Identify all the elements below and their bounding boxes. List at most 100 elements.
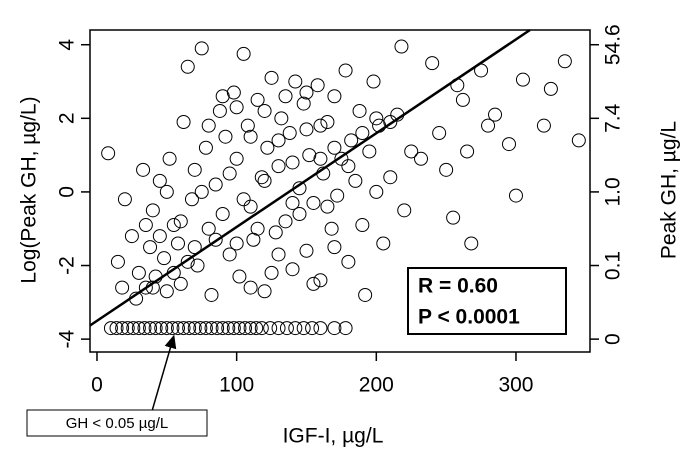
point (439, 162, 454, 177)
point (138, 280, 153, 295)
point (238, 321, 253, 336)
point (260, 140, 275, 155)
point (271, 247, 286, 262)
point (240, 118, 255, 133)
point (268, 225, 283, 240)
y-axis-label: Log(Peak GH, µg/L) (18, 96, 41, 283)
point (358, 287, 373, 302)
point (124, 229, 139, 244)
point (305, 321, 320, 336)
point (271, 159, 286, 174)
point (264, 70, 279, 85)
point (257, 103, 272, 118)
point (115, 321, 130, 336)
point (143, 240, 158, 255)
y-tick-label: 2 (56, 112, 79, 124)
point (508, 188, 523, 203)
point (341, 159, 356, 174)
point (306, 195, 321, 210)
point (173, 214, 188, 229)
point (536, 118, 551, 133)
point (243, 321, 258, 336)
point (226, 321, 241, 336)
point (226, 85, 241, 100)
point (501, 137, 516, 152)
point (299, 122, 314, 137)
y2-tick-label: 54.6 (602, 24, 625, 65)
point (215, 89, 230, 104)
point (215, 207, 230, 221)
point (215, 321, 230, 336)
point (306, 276, 321, 291)
point (263, 321, 278, 336)
point (204, 287, 219, 302)
point (229, 100, 244, 115)
point (310, 78, 325, 93)
point (515, 72, 530, 87)
point (376, 236, 391, 251)
annotation: GH < 0.05 µg/L (66, 415, 168, 432)
point (170, 321, 185, 336)
point (101, 146, 116, 161)
point (212, 103, 227, 118)
point (383, 170, 398, 185)
point (313, 118, 328, 133)
point (176, 115, 191, 129)
y-tick-label: -4 (56, 329, 79, 348)
point (557, 54, 572, 69)
point (176, 321, 191, 336)
point (352, 103, 367, 118)
point (254, 170, 269, 185)
point (109, 321, 124, 336)
point (229, 236, 244, 251)
point (285, 155, 300, 170)
point (193, 321, 208, 336)
point (327, 89, 342, 104)
point (204, 321, 219, 336)
point (152, 173, 167, 188)
point (571, 133, 586, 148)
point (143, 321, 158, 336)
point (162, 151, 177, 166)
point (274, 111, 289, 126)
point (194, 41, 209, 56)
x-axis-label: IGF-I, µg/L (283, 425, 384, 448)
y-tick-label: 4 (56, 39, 79, 51)
y-tick-label: -2 (56, 256, 79, 275)
point (362, 144, 377, 159)
y2-tick-label: 0.1 (602, 251, 625, 280)
point (218, 129, 233, 144)
point (257, 284, 272, 299)
point (198, 321, 213, 336)
x-tick-label: 200 (359, 374, 394, 397)
plot-frame (89, 29, 591, 353)
point (271, 133, 286, 148)
arrow (149, 334, 177, 419)
point (165, 321, 180, 336)
point (120, 321, 135, 336)
point (229, 151, 244, 166)
point (159, 284, 174, 299)
point (170, 236, 185, 251)
point (264, 265, 279, 280)
point (180, 59, 195, 74)
point (187, 162, 202, 177)
x-tick-label: 100 (219, 374, 254, 397)
point (249, 321, 264, 336)
point (313, 321, 328, 336)
point (208, 177, 223, 192)
point (279, 321, 294, 336)
point (184, 192, 199, 207)
point (232, 269, 247, 284)
point (425, 56, 440, 71)
point (543, 81, 558, 96)
x-tick-label: 0 (91, 374, 103, 397)
point (232, 321, 247, 336)
point (355, 218, 370, 233)
y2-axis-label: Peak GH, µg/L (658, 121, 681, 259)
point (446, 210, 461, 225)
point (222, 247, 237, 262)
point (257, 173, 272, 188)
point (338, 63, 353, 78)
